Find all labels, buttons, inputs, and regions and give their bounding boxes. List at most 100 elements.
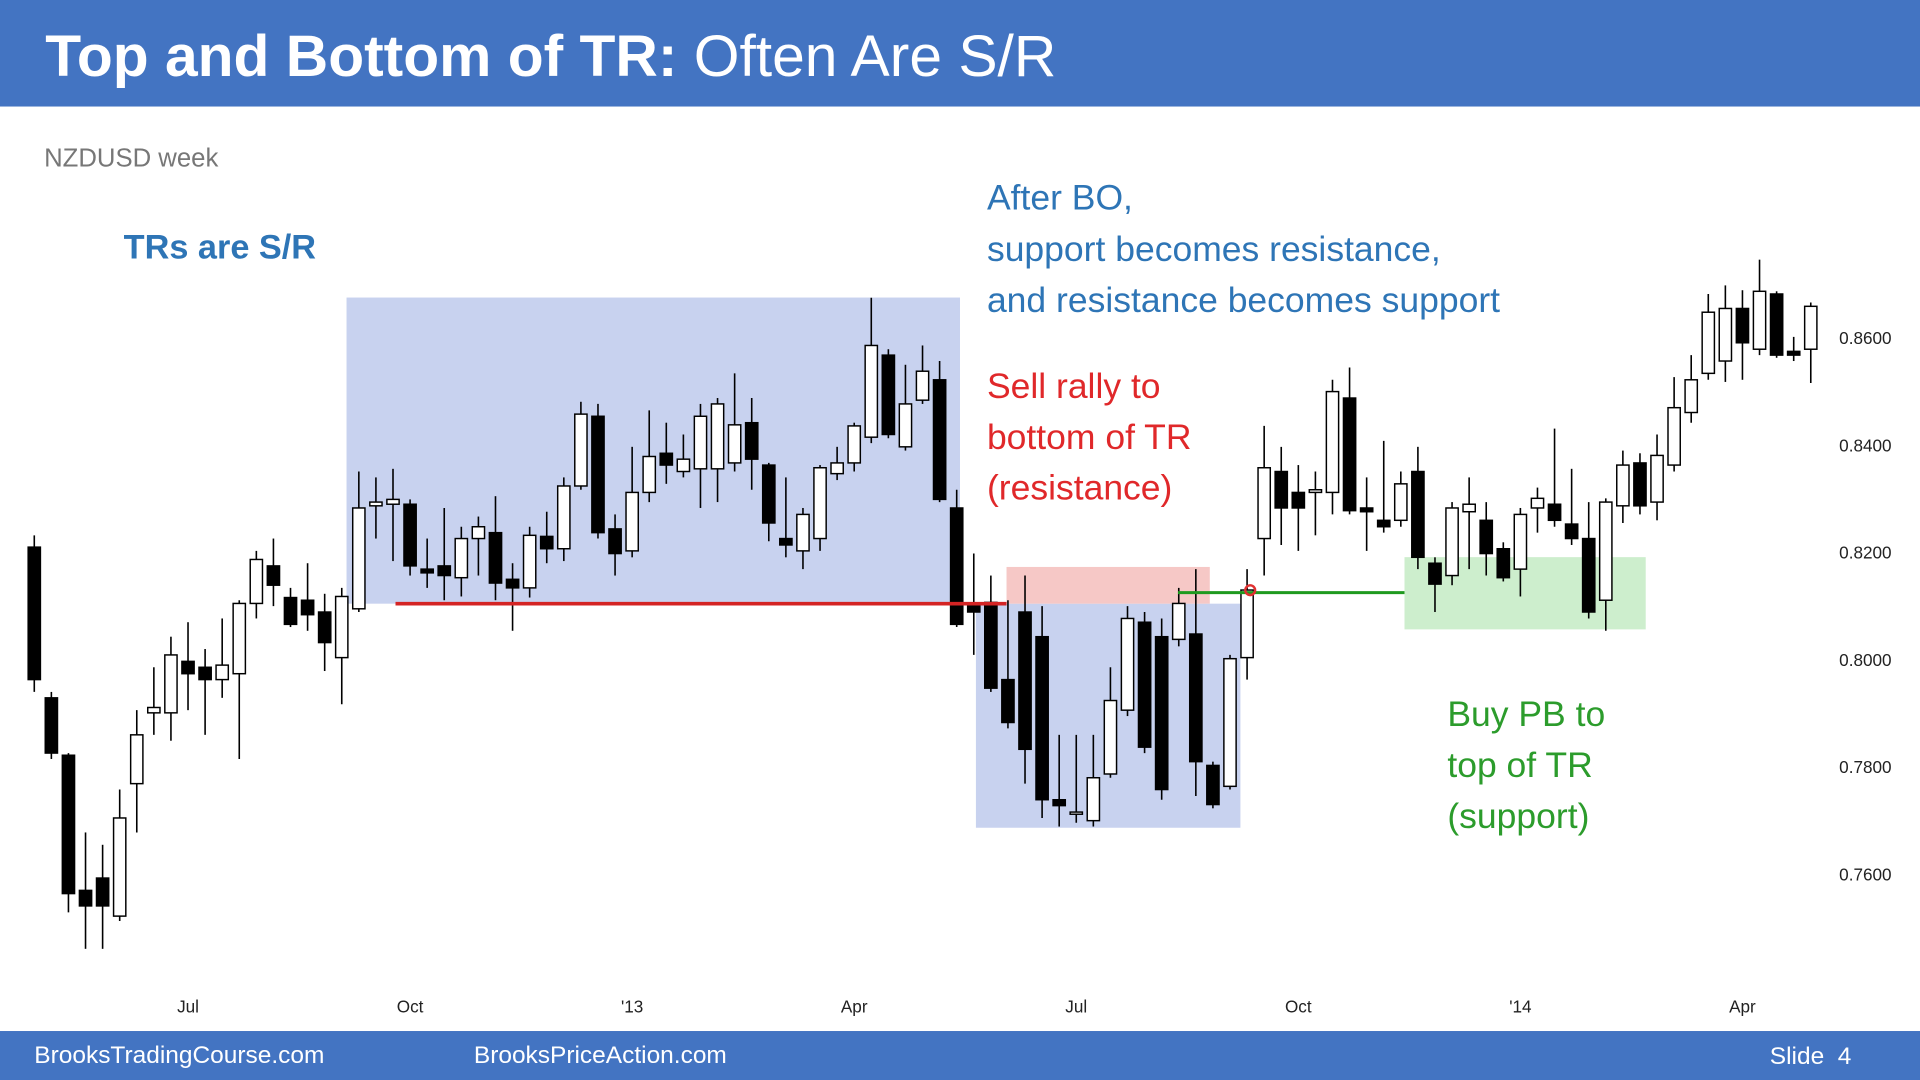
candle-body (249, 558, 264, 605)
candle-body (1274, 470, 1289, 509)
footer-left: BrooksTradingCourse.com (34, 1042, 324, 1069)
candle-body (454, 537, 469, 579)
candle-body (1547, 503, 1562, 522)
candle-body (1667, 406, 1681, 466)
candle-body (1342, 397, 1357, 512)
annotation-line: (resistance) (987, 468, 1172, 508)
candle-body (966, 605, 981, 613)
candle-body (1223, 657, 1237, 788)
candle-body (693, 415, 708, 470)
candle-body (232, 602, 247, 675)
candle-body (1086, 777, 1101, 822)
candle-body (1154, 635, 1169, 791)
candle-body (727, 424, 742, 464)
candle-body (1769, 293, 1784, 356)
annotations: TRs are S/R After BO, support becomes resi… (124, 177, 1606, 835)
candle-body (1479, 519, 1494, 555)
candle-body (1786, 350, 1801, 356)
candle-body (1513, 513, 1528, 570)
annotation-line: TRs are S/R (124, 228, 317, 266)
candle-body (1308, 489, 1323, 494)
candle-body (881, 354, 896, 436)
y-tick-label: 0.8400 (1839, 435, 1891, 455)
trading-range-zone (346, 297, 960, 604)
candle-body (659, 452, 674, 466)
candle-body (471, 526, 486, 540)
candle-body (1581, 537, 1596, 613)
candle-body (403, 503, 417, 567)
candle-body (300, 599, 315, 616)
candle-body (351, 507, 366, 610)
candle-body (522, 534, 537, 589)
x-tick-label: Apr (841, 997, 868, 1017)
annotation-line: Buy PB to (1447, 694, 1605, 734)
chart-title: NZDUSD week (44, 145, 218, 173)
y-tick-label: 0.8000 (1839, 650, 1891, 670)
candle-body (608, 528, 622, 555)
footer-bar (0, 1031, 1920, 1080)
candle-body (1001, 678, 1015, 724)
candle-body (1257, 467, 1272, 540)
candle-body (44, 697, 59, 754)
candle-body (181, 660, 195, 675)
candle-body (317, 611, 332, 644)
candle-body (386, 498, 400, 505)
candle-body (1188, 633, 1203, 763)
annotation-line: (support) (1447, 796, 1589, 836)
candle-body (796, 513, 810, 552)
candle-body (949, 507, 964, 626)
candle-body (642, 455, 657, 494)
candle-body (625, 491, 639, 552)
annotation-line: After BO, (987, 177, 1133, 217)
candle-body (505, 578, 520, 589)
candle-body (984, 601, 998, 689)
header-bar (0, 0, 1920, 107)
x-tick-label: Apr (1729, 997, 1756, 1017)
candle-body (1496, 548, 1511, 579)
candle-body (1359, 507, 1374, 513)
candle-body (266, 565, 281, 586)
x-tick-label: '14 (1509, 997, 1532, 1017)
candle-body (1701, 311, 1716, 375)
candle-body (1530, 497, 1545, 509)
candle-body (1018, 611, 1032, 751)
candle-body (1650, 454, 1664, 503)
title-bold: Top and Bottom of TR: (45, 24, 677, 89)
y-tick-label: 0.8600 (1839, 328, 1891, 348)
annotation-line: top of TR (1447, 745, 1592, 785)
plot: 0.7600 0.7800 0.8000 0.8200 0.8400 0.8600 Jul O… (27, 259, 1892, 1017)
candle-body (710, 403, 725, 470)
candle-body (1462, 503, 1477, 513)
candle-body (1103, 699, 1118, 775)
candle-body (591, 415, 605, 534)
candle-body (847, 425, 862, 464)
candle-body (1206, 764, 1220, 806)
candle-body (78, 889, 93, 907)
candle-body (1052, 799, 1067, 807)
candle-body (1376, 519, 1391, 528)
x-tick-label: Oct (397, 997, 424, 1017)
candle-body (95, 877, 110, 907)
candle-body (1325, 390, 1340, 494)
y-tick-label: 0.7800 (1839, 757, 1891, 777)
x-tick-label: Jul (177, 997, 199, 1017)
candle-body (147, 706, 161, 714)
candle-body (1633, 462, 1647, 507)
candle-body (129, 734, 144, 785)
candle-body (676, 458, 691, 473)
candle-body (1411, 470, 1425, 559)
candle-body (1120, 617, 1135, 711)
candle-body (334, 595, 349, 659)
candle-body (1137, 621, 1152, 748)
candle-body (1616, 464, 1630, 507)
x-tick-label: '13 (621, 997, 643, 1017)
candle-body (915, 370, 930, 401)
candle-body (898, 403, 913, 448)
candle-body (1735, 307, 1750, 344)
candle-body (932, 379, 947, 501)
candle-body (539, 535, 554, 550)
candle-body (1035, 635, 1049, 801)
candle-body (1684, 379, 1699, 414)
